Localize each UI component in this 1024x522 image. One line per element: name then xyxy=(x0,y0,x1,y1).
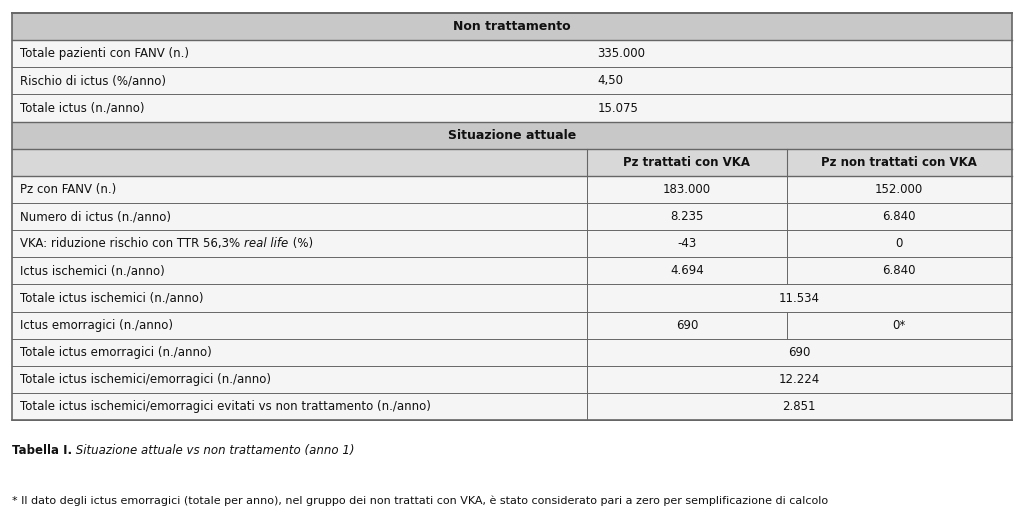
Text: 335.000: 335.000 xyxy=(597,48,645,60)
Bar xyxy=(12,203,1012,230)
Text: -43: -43 xyxy=(677,238,696,250)
Text: 0*: 0* xyxy=(893,319,906,331)
Text: Pz non trattati con VKA: Pz non trattati con VKA xyxy=(821,156,977,169)
Text: VKA: riduzione rischio con TTR 56,3%: VKA: riduzione rischio con TTR 56,3% xyxy=(20,238,245,250)
Text: Totale ictus (n./anno): Totale ictus (n./anno) xyxy=(20,102,145,114)
Text: Situazione attuale vs non trattamento (anno 1): Situazione attuale vs non trattamento (a… xyxy=(73,444,355,457)
Text: 690: 690 xyxy=(676,319,698,331)
Bar xyxy=(12,257,1012,284)
Text: Totale ictus ischemici/emorragici evitati vs non trattamento (n./anno): Totale ictus ischemici/emorragici evitat… xyxy=(20,400,431,413)
Bar xyxy=(12,312,1012,339)
Text: Totale ictus ischemici/emorragici (n./anno): Totale ictus ischemici/emorragici (n./an… xyxy=(20,373,271,386)
Text: 6.840: 6.840 xyxy=(883,210,916,223)
Bar xyxy=(12,122,1012,149)
Bar xyxy=(12,94,1012,122)
Text: 11.534: 11.534 xyxy=(779,292,820,304)
Text: 8.235: 8.235 xyxy=(671,210,703,223)
Text: (%): (%) xyxy=(289,238,312,250)
Text: Pz trattati con VKA: Pz trattati con VKA xyxy=(624,156,751,169)
Bar xyxy=(12,67,1012,94)
Bar xyxy=(12,230,1012,257)
Text: Totale ictus ischemici (n./anno): Totale ictus ischemici (n./anno) xyxy=(20,292,204,304)
Text: 690: 690 xyxy=(788,346,811,359)
Text: * Il dato degli ictus emorragici (totale per anno), nel gruppo dei non trattati : * Il dato degli ictus emorragici (totale… xyxy=(12,496,828,506)
Text: Totale pazienti con FANV (n.): Totale pazienti con FANV (n.) xyxy=(20,48,189,60)
Bar xyxy=(12,40,1012,67)
Bar xyxy=(12,393,1012,420)
Text: 4,50: 4,50 xyxy=(597,75,624,87)
Text: Situazione attuale: Situazione attuale xyxy=(447,129,577,141)
Text: Ictus ischemici (n./anno): Ictus ischemici (n./anno) xyxy=(20,265,165,277)
Text: Totale ictus emorragici (n./anno): Totale ictus emorragici (n./anno) xyxy=(20,346,212,359)
Text: 4.694: 4.694 xyxy=(670,265,703,277)
Bar xyxy=(12,284,1012,312)
Text: 15.075: 15.075 xyxy=(597,102,638,114)
Text: 183.000: 183.000 xyxy=(663,183,711,196)
Text: Tabella I.: Tabella I. xyxy=(12,444,73,457)
Text: Non trattamento: Non trattamento xyxy=(454,20,570,33)
Text: 152.000: 152.000 xyxy=(876,183,924,196)
Text: Rischio di ictus (%/anno): Rischio di ictus (%/anno) xyxy=(20,75,167,87)
Bar xyxy=(12,366,1012,393)
Text: 12.224: 12.224 xyxy=(778,373,820,386)
Bar xyxy=(12,13,1012,40)
Text: Ictus emorragici (n./anno): Ictus emorragici (n./anno) xyxy=(20,319,173,331)
Bar xyxy=(12,176,1012,203)
Text: Numero di ictus (n./anno): Numero di ictus (n./anno) xyxy=(20,210,171,223)
Text: 2.851: 2.851 xyxy=(782,400,816,413)
Bar xyxy=(12,339,1012,366)
Text: Pz con FANV (n.): Pz con FANV (n.) xyxy=(20,183,117,196)
Text: 6.840: 6.840 xyxy=(883,265,916,277)
Bar xyxy=(12,149,1012,176)
Text: real life: real life xyxy=(245,238,289,250)
Text: 0: 0 xyxy=(896,238,903,250)
